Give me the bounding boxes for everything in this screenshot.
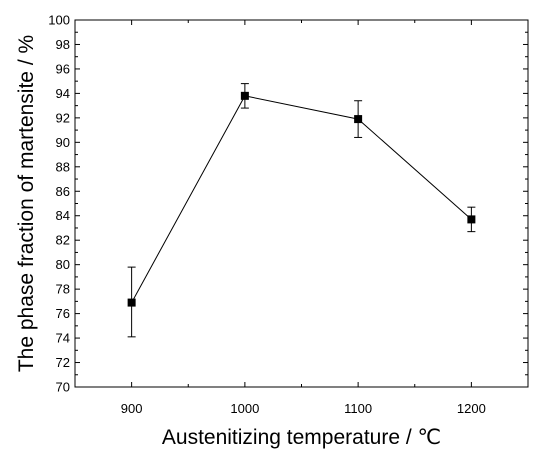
- y-tick-label: 82: [56, 233, 70, 248]
- y-tick-label: 100: [48, 13, 70, 28]
- y-tick-label: 96: [56, 61, 70, 76]
- data-point-marker: [354, 115, 363, 124]
- y-axis-title: The phase fraction of martensite / %: [15, 35, 38, 372]
- y-tick-label: 98: [56, 37, 70, 52]
- x-axis-title: Austenitizing temperature / ℃: [162, 426, 441, 449]
- data-point-marker: [127, 298, 136, 307]
- plot-frame: [74, 19, 529, 388]
- y-tick-label: 92: [56, 110, 70, 125]
- y-tick-label: 94: [56, 86, 70, 101]
- y-tick-label: 72: [56, 355, 70, 370]
- x-tick-label: 1100: [344, 401, 372, 416]
- y-tick-label: 80: [56, 257, 70, 272]
- y-tick-label: 84: [56, 208, 70, 223]
- data-point-marker: [240, 91, 249, 100]
- x-tick-label: 1200: [457, 401, 486, 416]
- x-tick-label: 1000: [230, 401, 259, 416]
- y-tick-label: 76: [56, 306, 70, 321]
- y-tick-label: 86: [56, 184, 70, 199]
- y-tick-label: 70: [56, 380, 70, 395]
- y-tick-label: 88: [56, 159, 70, 174]
- data-point-marker: [467, 215, 476, 224]
- series-line: [131, 95, 472, 303]
- y-tick-label: 78: [56, 282, 70, 297]
- y-tick-label: 90: [56, 135, 70, 150]
- x-tick-label: 900: [121, 401, 143, 416]
- y-tick-label: 74: [56, 331, 70, 346]
